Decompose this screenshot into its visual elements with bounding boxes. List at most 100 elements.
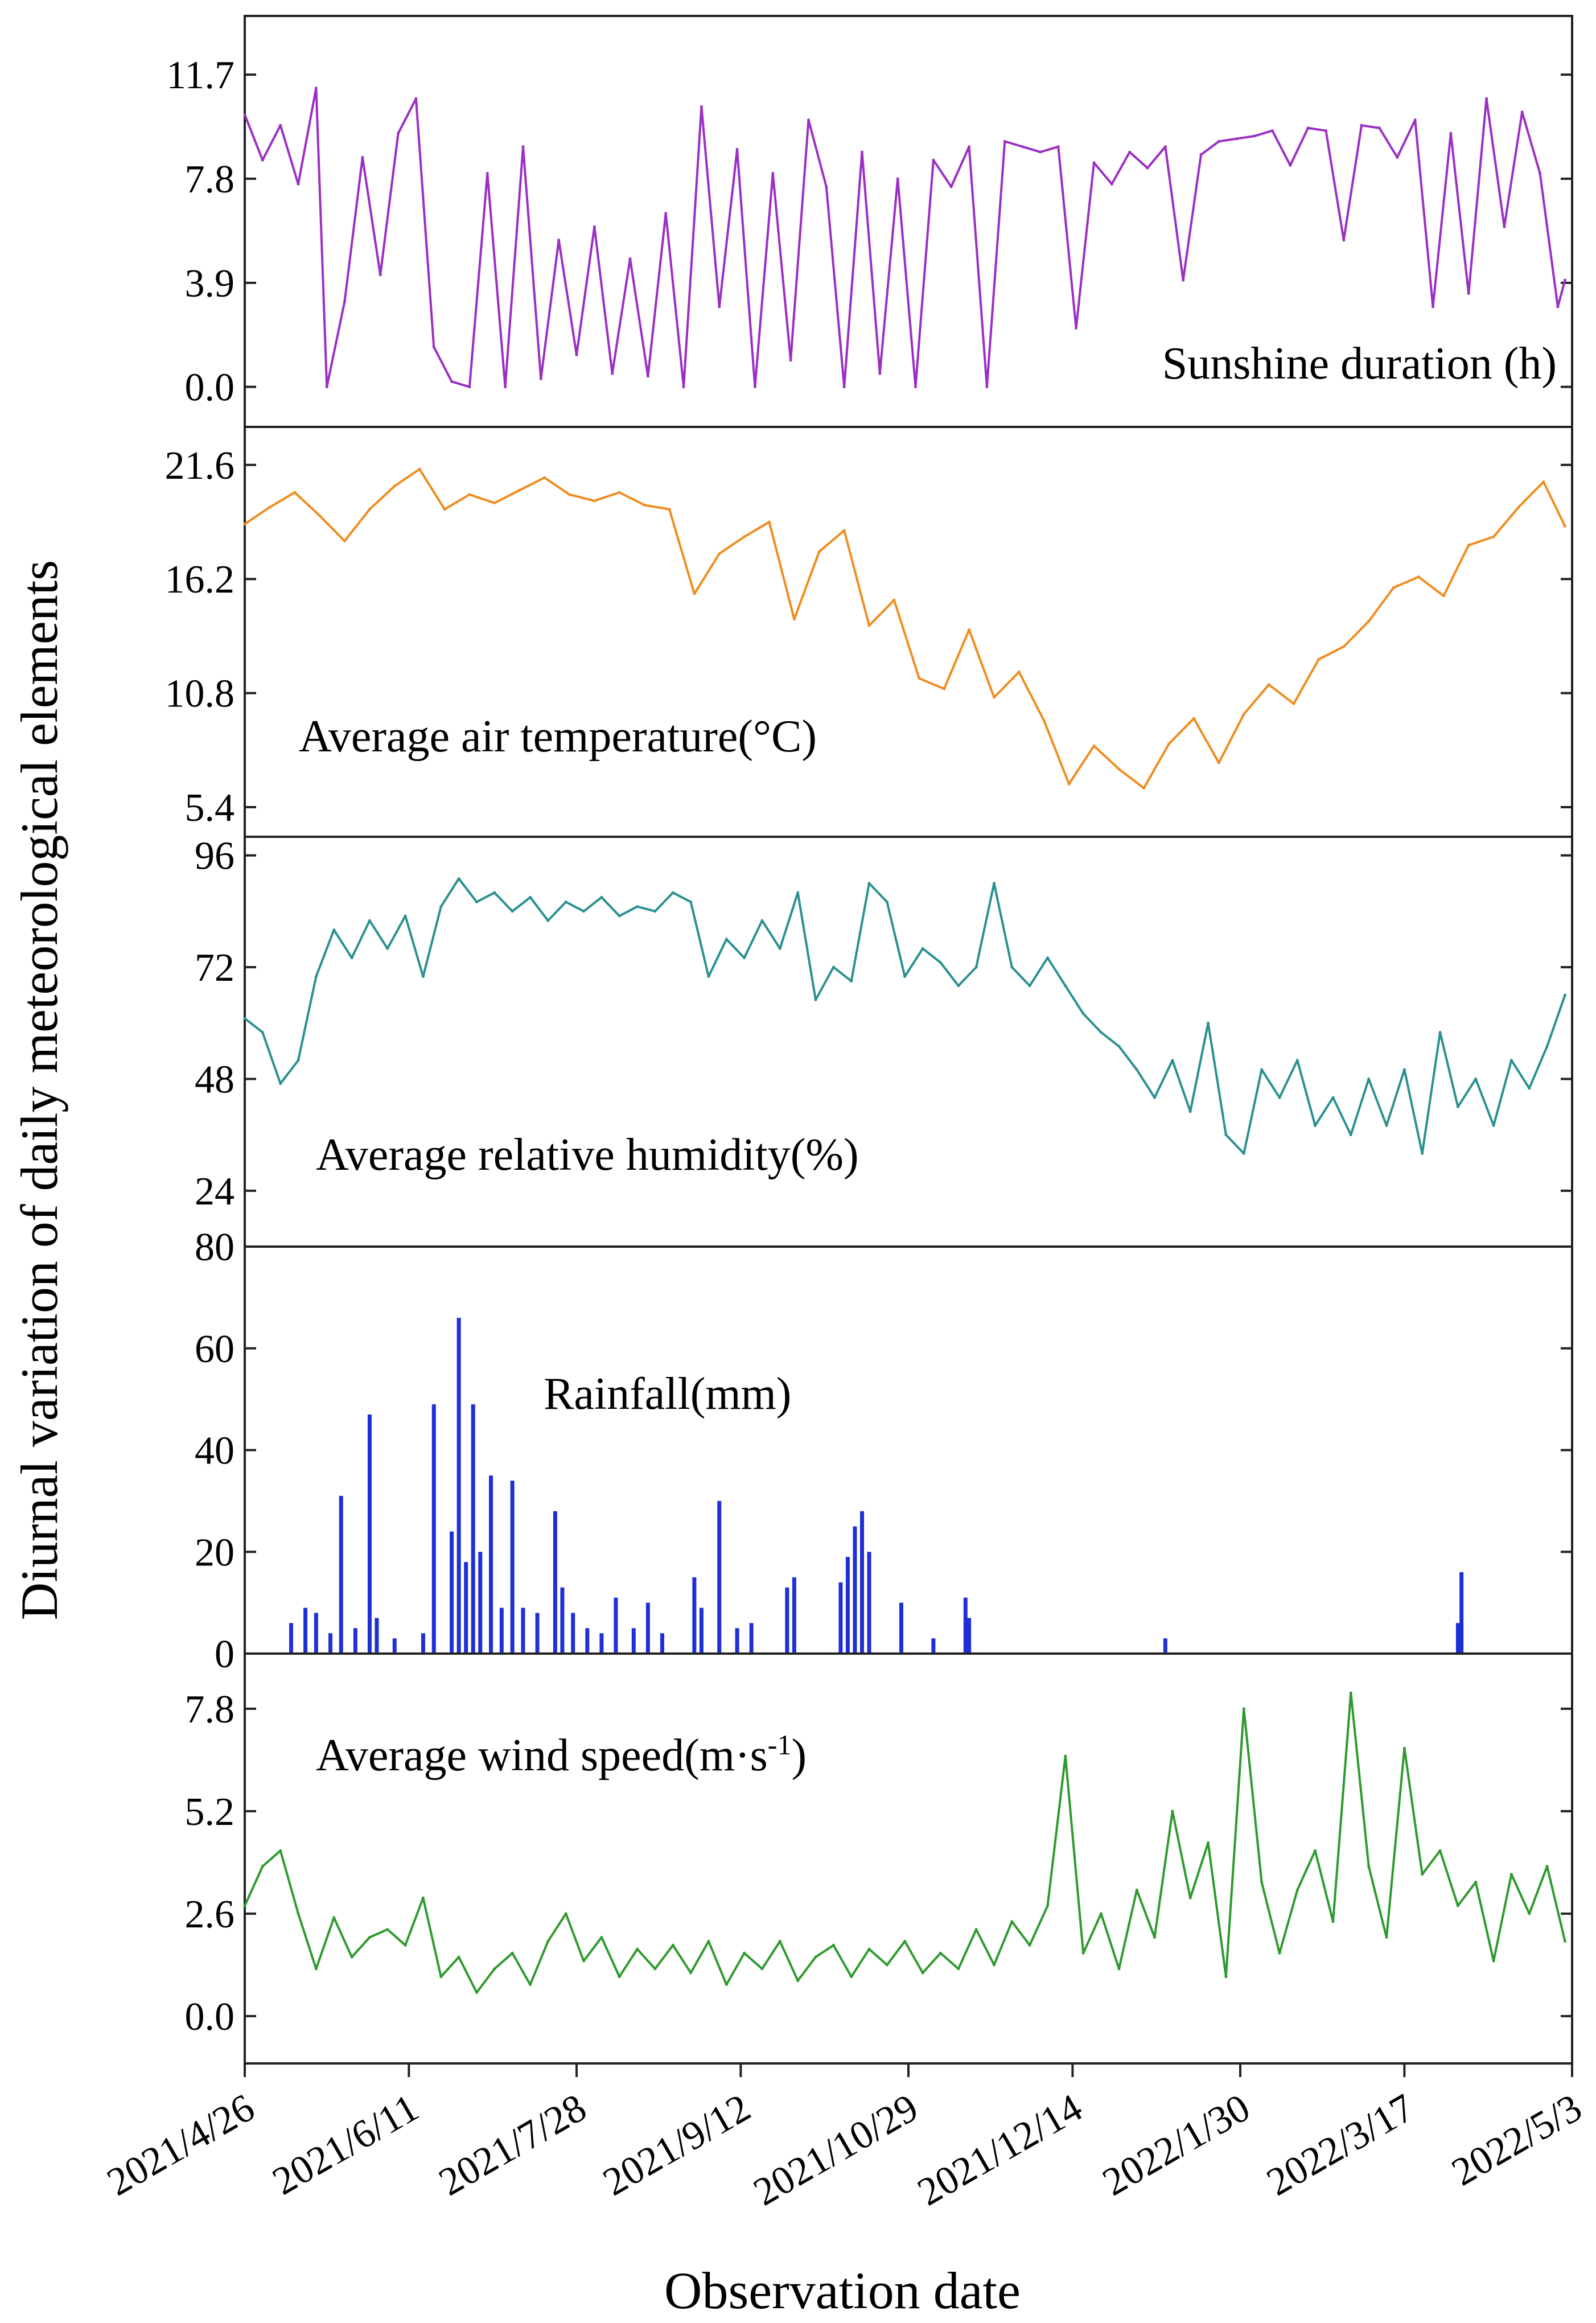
data-point [314, 1967, 318, 1971]
data-point [529, 895, 532, 899]
rainfall-bar [478, 1552, 483, 1654]
data-point [1092, 161, 1096, 165]
data-point [297, 1059, 300, 1062]
data-point [421, 1896, 425, 1899]
panel-5: 0.0 2.6 5.2 7.8 Average wind speed(m·s-1) [185, 1652, 1573, 2065]
rainfall-bar [560, 1587, 565, 1654]
rainfall-bar [375, 1618, 379, 1654]
data-point [1385, 1124, 1388, 1127]
data-point [778, 1939, 781, 1943]
data-point [1242, 713, 1245, 716]
data-point [529, 1983, 532, 1986]
data-point [1046, 956, 1049, 960]
data-point [1456, 1904, 1459, 1907]
data-point [332, 1916, 336, 1919]
data-point [1207, 1021, 1210, 1025]
data-point [885, 901, 889, 903]
data-point [582, 1959, 585, 1963]
y-tick-label: 20 [195, 1531, 235, 1574]
data-point [432, 345, 435, 348]
data-point [718, 305, 721, 309]
rainfall-bar [367, 1414, 372, 1654]
data-point [1485, 97, 1488, 100]
data-point [1492, 1124, 1495, 1127]
data-point [885, 1963, 889, 1967]
data-point [1492, 535, 1495, 538]
y-tick-label: 5.2 [185, 1790, 235, 1834]
data-point [892, 598, 896, 602]
data-point [1545, 1045, 1549, 1048]
data-point [896, 177, 899, 180]
rainfall-bar [967, 1618, 972, 1654]
rainfall-bar [631, 1628, 636, 1654]
data-point [1188, 1110, 1192, 1113]
data-point [1360, 124, 1363, 127]
data-point [1324, 129, 1327, 133]
data-point [486, 172, 489, 175]
data-point [993, 1963, 996, 1967]
data-point [985, 385, 989, 389]
data-point [611, 372, 614, 375]
data-point [753, 385, 756, 389]
rainfall-bar [867, 1552, 871, 1654]
data-point [1167, 742, 1171, 746]
data-point [1392, 586, 1396, 589]
data-point [343, 300, 346, 303]
data-point [939, 961, 942, 964]
rainfall-bar [699, 1607, 704, 1654]
data-point [504, 385, 507, 389]
data-point [1295, 1059, 1299, 1062]
data-point [600, 1936, 603, 1939]
data-point [1039, 150, 1042, 154]
data-point [379, 273, 382, 277]
data-point [1503, 225, 1506, 228]
y-tick-label: 21.6 [165, 444, 235, 488]
data-point [543, 476, 546, 479]
data-point [850, 980, 853, 983]
data-point [511, 910, 514, 913]
data-point [582, 910, 585, 913]
data-point [243, 113, 246, 116]
data-point [1438, 1849, 1442, 1852]
data-point [735, 147, 739, 151]
data-point [1135, 1888, 1138, 1892]
data-point [707, 1939, 710, 1943]
data-point [600, 895, 603, 899]
data-point [842, 529, 846, 532]
data-point [618, 914, 621, 918]
data-point [1564, 1939, 1566, 1943]
y-tick-label: 0.0 [185, 1995, 235, 2039]
data-point [832, 965, 835, 969]
data-point [1421, 1873, 1424, 1876]
rainfall-bar [853, 1526, 857, 1654]
data-point [1492, 1959, 1495, 1963]
data-point [318, 514, 322, 517]
data-point [1171, 1810, 1174, 1813]
data-point [718, 552, 721, 556]
data-point [350, 956, 353, 960]
data-point [518, 488, 521, 492]
data-point [575, 353, 578, 356]
data-point [993, 882, 996, 885]
data-point [1556, 305, 1560, 309]
data-point [653, 910, 657, 913]
rainfall-bar [553, 1511, 557, 1654]
data-point [1188, 1896, 1192, 1899]
y-tick-label: 7.8 [185, 1688, 235, 1732]
data-point [1402, 1746, 1406, 1750]
rainfall-bar [838, 1582, 843, 1654]
data-point [725, 1983, 728, 1986]
data-point [557, 239, 561, 242]
data-point [493, 1967, 496, 1971]
data-point [1260, 1881, 1264, 1884]
rainfall-bar [314, 1613, 318, 1654]
data-point [1242, 1152, 1245, 1155]
data-point [867, 624, 871, 627]
data-point [439, 905, 443, 908]
data-point [1142, 787, 1146, 790]
data-point [314, 87, 318, 90]
rainfall-bar [585, 1628, 590, 1654]
panel-1: 0.0 3.9 7.8 11.7 Sunshine duration (h) [166, 15, 1573, 428]
data-point [564, 901, 567, 903]
